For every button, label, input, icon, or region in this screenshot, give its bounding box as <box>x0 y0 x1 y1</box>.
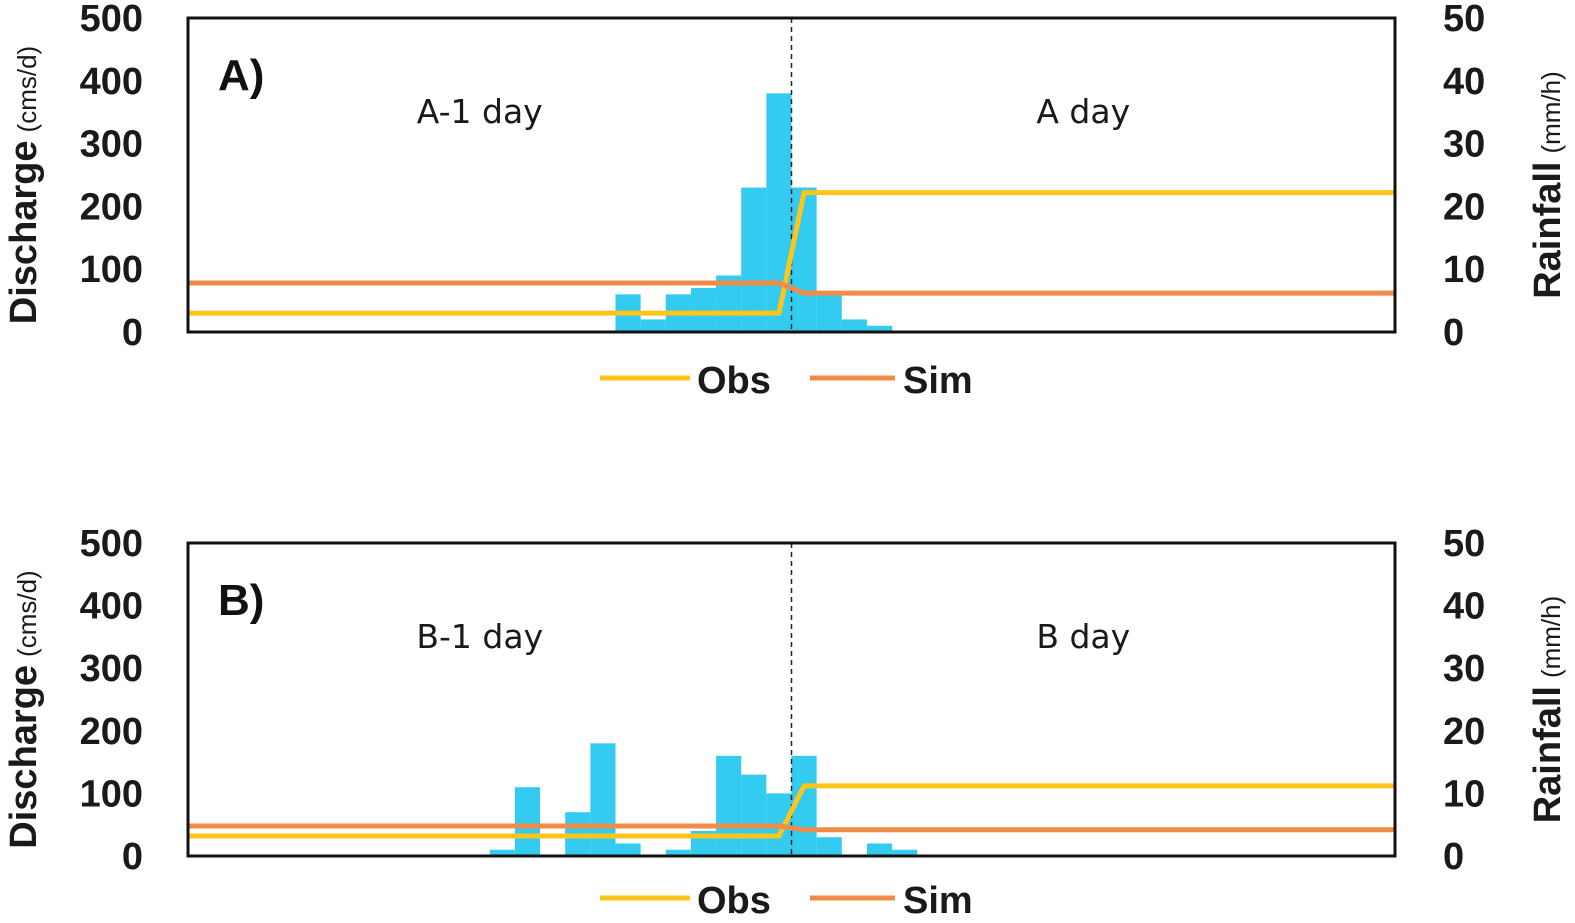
right-axis-title: Rainfall (mm/h) <box>1527 71 1569 299</box>
legend-label-sim: Sim <box>903 360 973 402</box>
rainfall-bar <box>741 774 767 856</box>
left-tick-label: 0 <box>122 836 143 878</box>
plot-frame <box>186 541 1397 858</box>
right-tick-label: 0 <box>1443 312 1464 354</box>
left-axis-title-text: Discharge <box>3 140 45 324</box>
left-tick-label: 200 <box>80 186 143 228</box>
rainfall-bar <box>766 93 792 332</box>
chart-panel-b: 0 100 200 300 400 500 0 10 20 30 40 50 Discharge (cms… <box>3 523 1569 922</box>
legend-label-sim: Sim <box>903 880 973 922</box>
left-axis-unit: (cms/d) <box>12 46 42 133</box>
right-tick-label: 30 <box>1443 648 1485 690</box>
right-tick-label: 20 <box>1443 711 1485 753</box>
series-line-obs <box>188 783 1395 839</box>
left-tick-label: 300 <box>80 124 143 166</box>
rainfall-bar <box>841 319 867 332</box>
right-tick-label: 40 <box>1443 586 1485 628</box>
series-line-sim <box>188 823 1395 833</box>
rainfall-bar <box>892 849 918 856</box>
rainfall-bar <box>514 787 541 856</box>
region-label-event-day: A day <box>1036 92 1130 131</box>
rainfall-bar <box>866 325 893 332</box>
right-tick-label: 40 <box>1443 61 1485 103</box>
rainfall-bar <box>690 288 717 332</box>
legend-label-obs: Obs <box>697 880 771 922</box>
rainfall-bar <box>816 837 842 856</box>
plot-frame <box>186 16 1397 334</box>
right-axis-title-text: Rainfall <box>1527 162 1569 299</box>
series-line-obs <box>188 190 1395 316</box>
rainfall-bar <box>816 294 842 332</box>
rainfall-bar <box>489 849 515 856</box>
right-tick-label: 0 <box>1443 836 1464 878</box>
left-axis-title: Discharge (cms/d) <box>3 46 45 324</box>
right-axis-title-text: Rainfall <box>1527 686 1569 823</box>
left-tick-label: 0 <box>122 312 143 354</box>
left-tick-label: 400 <box>80 61 143 103</box>
left-tick-label: 300 <box>80 648 143 690</box>
legend-label-obs: Obs <box>697 360 771 402</box>
panel-label: B) <box>218 576 264 625</box>
rainfall-bar <box>791 187 817 332</box>
left-axis-title-text: Discharge <box>3 665 45 849</box>
left-tick-label: 500 <box>80 523 143 565</box>
rainfall-bar <box>741 187 767 332</box>
region-label-event-day: B day <box>1036 617 1130 656</box>
rainfall-bar <box>615 843 641 856</box>
rainfall-bar <box>640 319 666 332</box>
right-axis-title: Rainfall (mm/h) <box>1527 596 1569 824</box>
left-axis-title: Discharge (cms/d) <box>3 570 45 848</box>
region-label-previous-day: A-1 day <box>417 92 543 131</box>
left-tick-label: 200 <box>80 711 143 753</box>
right-axis-unit: (mm/h) <box>1536 71 1566 153</box>
rainfall-bar <box>590 743 616 856</box>
series-line-sim <box>188 280 1395 296</box>
panel-label: A) <box>218 51 264 100</box>
right-tick-label: 50 <box>1443 523 1485 565</box>
left-tick-label: 100 <box>80 773 143 815</box>
rainfall-bar <box>866 843 893 856</box>
right-tick-label: 10 <box>1443 249 1485 291</box>
left-tick-label: 400 <box>80 586 143 628</box>
rainfall-bar <box>716 755 742 856</box>
right-axis-unit: (mm/h) <box>1536 596 1566 678</box>
right-tick-label: 10 <box>1443 773 1485 815</box>
right-tick-label: 20 <box>1443 186 1485 228</box>
chart-panel-a: 0 100 200 300 400 500 0 10 20 30 40 50 Discharge (cms… <box>3 0 1569 402</box>
right-tick-label: 50 <box>1443 0 1485 40</box>
left-tick-label: 500 <box>80 0 143 40</box>
left-axis-unit: (cms/d) <box>12 570 42 657</box>
right-tick-label: 30 <box>1443 124 1485 166</box>
left-tick-label: 100 <box>80 249 143 291</box>
rainfall-bar <box>665 849 691 856</box>
region-label-previous-day: B-1 day <box>416 617 543 656</box>
